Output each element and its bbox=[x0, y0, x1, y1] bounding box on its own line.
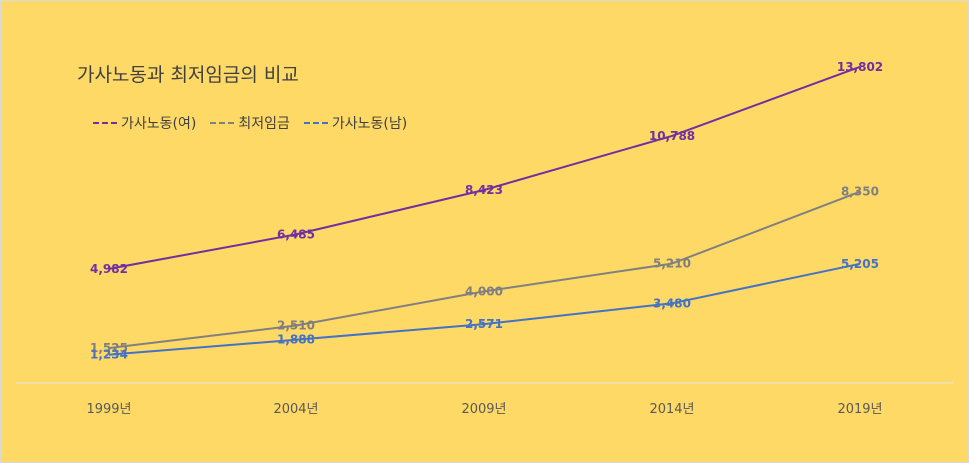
x-tick-label: 2004년 bbox=[273, 402, 318, 417]
data-label: 8,350 bbox=[841, 185, 879, 199]
data-label: 5,210 bbox=[653, 257, 691, 271]
x-tick-label: 2014년 bbox=[649, 402, 694, 417]
series-line bbox=[108, 65, 861, 270]
data-label: 4,982 bbox=[90, 262, 128, 276]
data-label: 13,802 bbox=[837, 60, 883, 74]
x-tick-label: 2009년 bbox=[461, 402, 506, 417]
series-line bbox=[108, 190, 861, 350]
data-label: 2,571 bbox=[465, 317, 503, 331]
legend-swatch bbox=[210, 122, 235, 124]
data-label: 10,788 bbox=[649, 129, 695, 143]
data-label: 3,480 bbox=[653, 296, 691, 310]
x-tick-label: 1999년 bbox=[86, 402, 131, 417]
data-label: 1,888 bbox=[277, 333, 315, 347]
legend-entry: 가사노동(여) bbox=[93, 113, 196, 133]
x-tick-label: 2019년 bbox=[837, 402, 882, 417]
data-label: 4,000 bbox=[465, 284, 503, 298]
data-label: 6,485 bbox=[277, 227, 315, 241]
data-label: 2,510 bbox=[277, 319, 315, 333]
legend-entry: 최저임금 bbox=[210, 113, 290, 133]
legend-label: 가사노동(남) bbox=[331, 116, 408, 132]
legend-swatch bbox=[93, 122, 117, 124]
legend-swatch bbox=[303, 122, 328, 124]
chart-legend: 가사노동(여) 최저임금 가사노동(남) bbox=[93, 113, 407, 133]
chart-title: 가사노동과 최저임금의 비교 bbox=[77, 64, 299, 86]
data-label: 8,423 bbox=[465, 183, 503, 197]
series-line bbox=[108, 262, 861, 356]
data-label: 5,205 bbox=[841, 257, 879, 271]
legend-label: 가사노동(여) bbox=[121, 116, 197, 132]
data-label: 1,525 bbox=[90, 341, 128, 355]
legend-entry: 가사노동(남) bbox=[303, 113, 408, 133]
data-label: 1,234 bbox=[90, 348, 128, 362]
legend-label: 최저임금 bbox=[238, 116, 290, 132]
